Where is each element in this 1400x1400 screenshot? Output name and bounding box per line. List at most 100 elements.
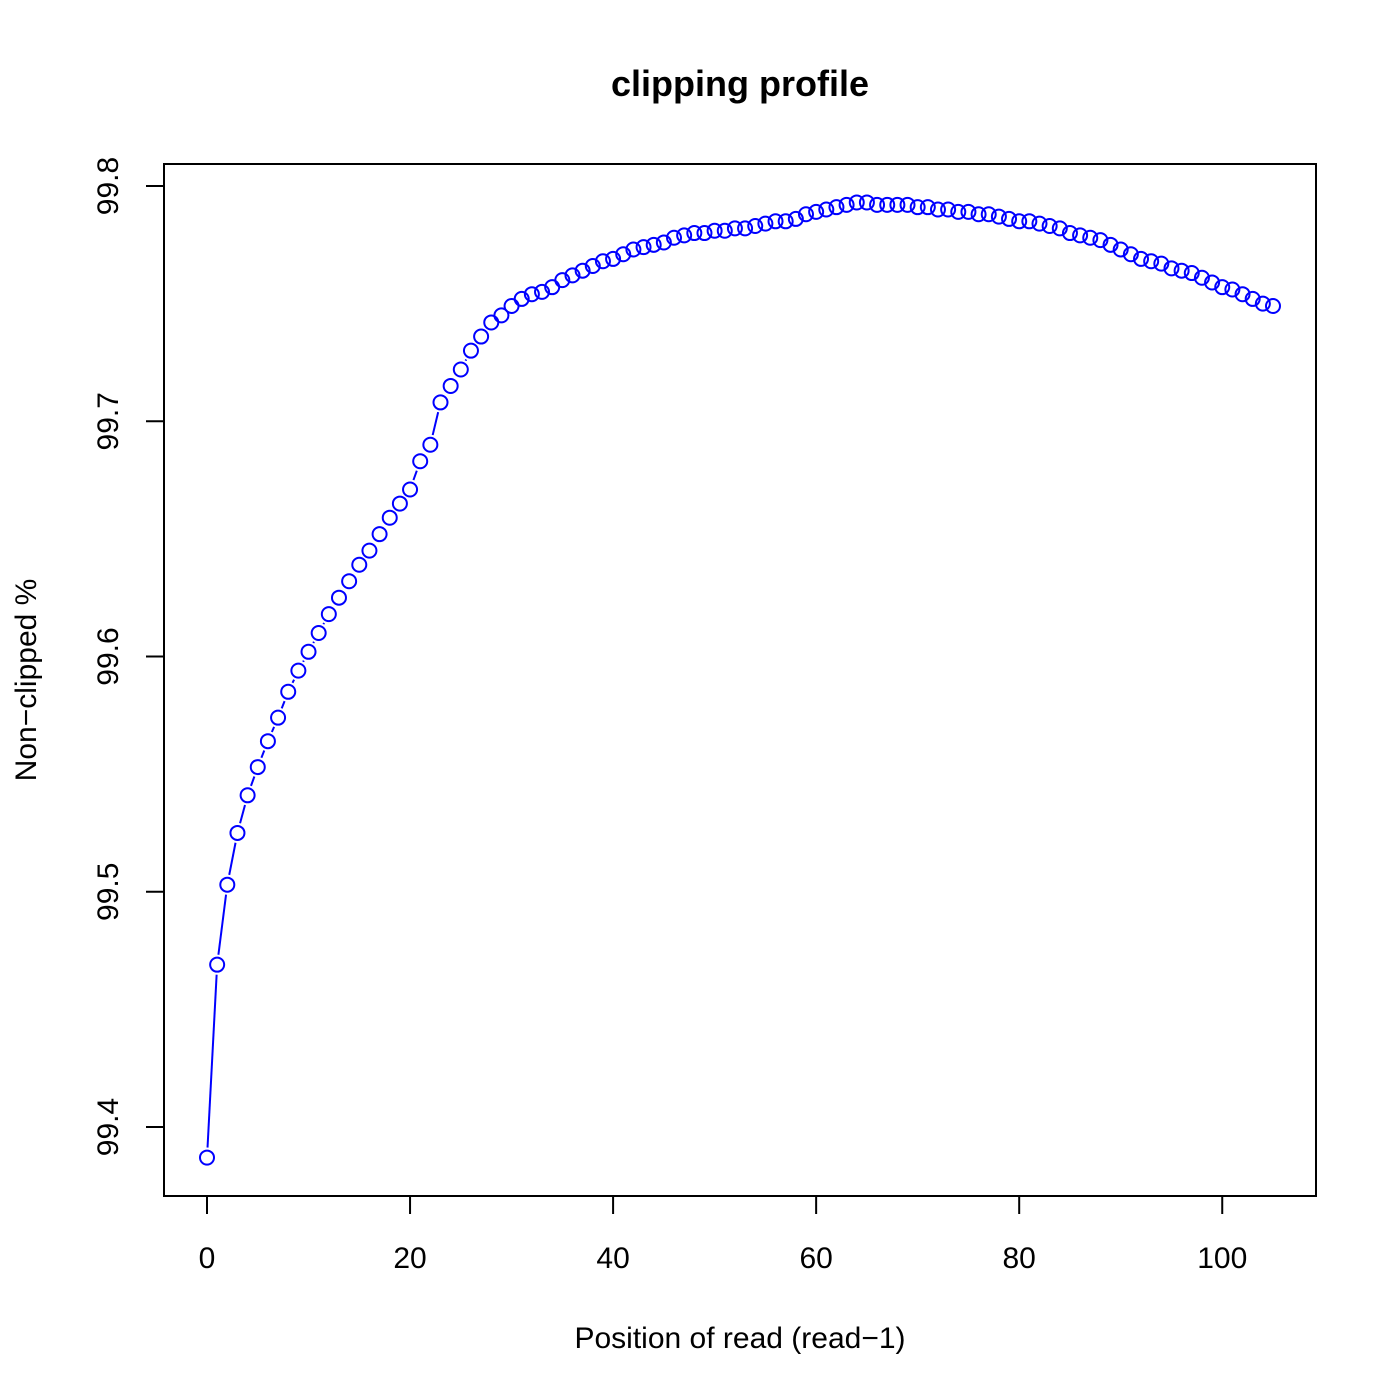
- series-segment: [217, 894, 228, 955]
- data-point: [432, 394, 449, 411]
- y-axis-label: Non−clipped %: [10, 579, 43, 782]
- data-point: [1163, 260, 1180, 277]
- data-point: [259, 733, 276, 750]
- y-tick-label: 99.8: [92, 157, 125, 215]
- series-segment: [260, 750, 266, 759]
- y-tick-label: 99.5: [92, 863, 125, 921]
- series-segment: [322, 622, 325, 625]
- data-point: [635, 239, 652, 256]
- data-point: [726, 220, 743, 237]
- series-segment: [239, 804, 246, 824]
- data-point: [422, 436, 439, 453]
- x-tick-label: 20: [393, 1242, 426, 1275]
- data-point: [320, 606, 337, 623]
- data-point: [351, 556, 368, 573]
- data-point: [605, 250, 622, 267]
- data-point: [280, 683, 297, 700]
- data-point: [797, 206, 814, 223]
- series-segment: [291, 679, 295, 684]
- data-point: [757, 215, 774, 232]
- data-point: [899, 196, 916, 213]
- x-tick-label: 80: [1003, 1242, 1036, 1275]
- data-point: [1072, 227, 1089, 244]
- data-point: [1011, 213, 1028, 230]
- data-point: [361, 542, 378, 559]
- data-point: [716, 222, 733, 239]
- data-point: [676, 227, 693, 244]
- data-point: [869, 196, 886, 213]
- data-point: [706, 222, 723, 239]
- series-segment: [280, 700, 286, 709]
- data-point: [209, 956, 226, 973]
- data-point: [1122, 246, 1139, 263]
- data-point: [442, 377, 459, 394]
- data-point: [199, 1149, 215, 1166]
- data-point: [229, 824, 246, 841]
- data-point: [767, 213, 784, 230]
- data-point: [808, 203, 825, 220]
- data-point: [584, 257, 601, 274]
- x-tick-label: 100: [1197, 1242, 1247, 1275]
- data-point: [960, 203, 977, 220]
- data-point: [341, 573, 358, 590]
- data-point: [838, 196, 855, 213]
- data-point: [300, 643, 317, 660]
- data-point: [493, 307, 510, 324]
- data-point: [1183, 265, 1200, 282]
- data-point: [929, 201, 946, 218]
- data-point: [1214, 279, 1231, 296]
- data-point: [290, 662, 307, 679]
- data-point: [1265, 297, 1281, 314]
- data-point: [219, 876, 236, 893]
- data-point: [239, 787, 256, 804]
- data-point: [483, 314, 500, 331]
- data-point: [940, 201, 957, 218]
- data-point: [919, 199, 936, 216]
- series-segment: [250, 776, 256, 787]
- data-point: [1234, 286, 1251, 303]
- y-tick-label: 99.6: [92, 627, 125, 685]
- data-point: [1061, 225, 1078, 242]
- data-point: [270, 709, 287, 726]
- data-point: [564, 267, 581, 284]
- data-point: [909, 199, 926, 216]
- data-point: [1001, 210, 1018, 227]
- data-point: [990, 208, 1007, 225]
- data-point: [1021, 213, 1038, 230]
- data-point: [666, 229, 683, 246]
- data-point: [818, 201, 835, 218]
- data-point: [1143, 253, 1160, 270]
- data-point: [696, 225, 713, 242]
- data-point: [950, 203, 967, 220]
- data-point: [848, 194, 865, 211]
- series-segment: [312, 641, 315, 644]
- data-point: [1092, 232, 1109, 249]
- data-point: [534, 283, 551, 300]
- data-point: [1102, 236, 1119, 253]
- data-point: [1082, 229, 1099, 246]
- data-point: [858, 194, 875, 211]
- data-point: [523, 286, 540, 303]
- data-point: [970, 206, 987, 223]
- data-point: [1193, 269, 1210, 286]
- data-point: [1133, 250, 1150, 267]
- data-point: [737, 220, 754, 237]
- data-point: [594, 253, 611, 270]
- data-point: [645, 236, 662, 253]
- series-segment: [412, 470, 418, 481]
- data-point: [1153, 255, 1170, 272]
- data-point: [1112, 241, 1129, 258]
- data-point: [1254, 295, 1271, 312]
- x-tick-label: 0: [199, 1242, 216, 1275]
- series-segment: [464, 359, 468, 362]
- series-segment: [206, 974, 218, 1148]
- data-point: [1204, 274, 1221, 291]
- data-point: [330, 589, 347, 606]
- series-segment: [270, 726, 276, 733]
- data-point: [980, 206, 997, 223]
- series-segment: [302, 660, 305, 663]
- axes: 0 20 40 60 80 100 99.4 99.5 99.6 99.7 99.8: [92, 157, 1247, 1275]
- data-point: [1224, 281, 1241, 298]
